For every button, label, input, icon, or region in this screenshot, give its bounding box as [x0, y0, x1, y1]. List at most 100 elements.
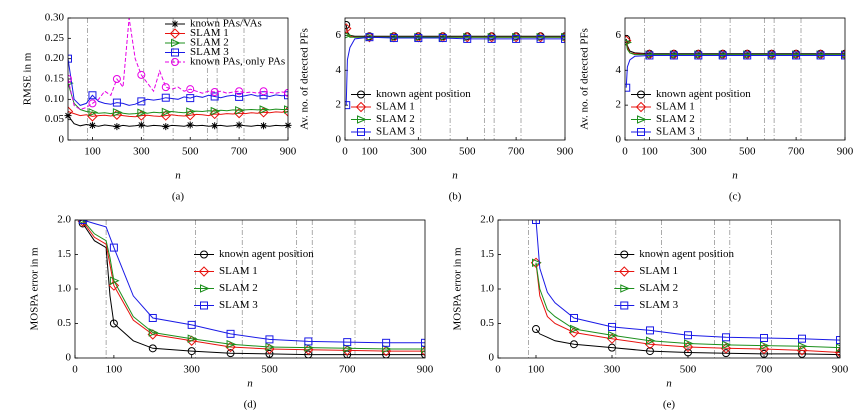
marker — [88, 91, 97, 100]
marker — [646, 326, 654, 335]
y-tick-label: 0.5 — [480, 317, 494, 329]
y-tick-label: 0.25 — [45, 32, 65, 44]
legend-label: SLAM 2 — [376, 113, 415, 125]
x-tick-label: 700 — [508, 146, 525, 158]
data-layer — [530, 220, 840, 358]
series-line — [82, 220, 425, 344]
legend-label: SLAM 3 — [376, 126, 415, 138]
x-axis-label: n — [452, 170, 458, 182]
series-line — [535, 262, 840, 349]
x-tick-label: 0 — [72, 364, 78, 376]
legend-label: SLAM 3 — [639, 299, 678, 311]
y-axis-label: MOSPA error in m — [29, 247, 41, 330]
marker — [284, 88, 288, 97]
marker — [200, 301, 208, 310]
marker — [235, 121, 243, 129]
marker — [169, 28, 181, 39]
legend-label: SLAM 1 — [656, 101, 695, 113]
legend-label: known agent position — [639, 248, 734, 260]
marker — [187, 347, 196, 356]
y-tick-label: 1.0 — [57, 283, 71, 295]
series-line — [68, 115, 288, 128]
marker — [77, 220, 88, 227]
y-tick-label: 0.15 — [45, 73, 65, 85]
y-tick-label: 0.10 — [45, 93, 65, 105]
marker — [210, 88, 219, 97]
caption: (d) — [244, 399, 257, 411]
marker — [112, 75, 121, 83]
marker — [798, 342, 808, 351]
series-line — [68, 82, 288, 115]
panel: 0 100 300 500 700 900 0 0.5 1.0 1.5 2.0 n (e) MOSPA e… — [452, 214, 849, 411]
marker — [760, 349, 768, 358]
marker — [841, 51, 845, 60]
marker — [512, 34, 521, 43]
legend-label: SLAM 1 — [376, 101, 415, 113]
marker — [235, 106, 245, 115]
x-axis-label: n — [732, 170, 738, 182]
marker — [389, 34, 398, 43]
y-tick-label: 6 — [336, 29, 342, 41]
marker — [113, 123, 121, 131]
marker — [608, 322, 616, 331]
marker — [186, 94, 195, 103]
series-line — [68, 111, 288, 118]
marker — [487, 34, 496, 43]
marker — [187, 334, 198, 343]
x-tick-label: 700 — [788, 146, 805, 158]
x-tick-label: 100 — [528, 364, 545, 376]
marker — [694, 51, 703, 60]
marker — [171, 38, 181, 48]
marker — [226, 329, 235, 338]
x-tick-label: 300 — [410, 146, 427, 158]
series-line — [625, 40, 845, 56]
x-tick-label: 900 — [557, 146, 574, 158]
marker — [421, 350, 425, 358]
marker — [137, 121, 145, 129]
marker — [570, 313, 578, 322]
y-tick-label: 2 — [616, 99, 622, 111]
marker — [570, 324, 580, 334]
marker — [259, 91, 268, 100]
marker — [798, 334, 806, 343]
marker — [722, 340, 732, 350]
legend-label: SLAM 3 — [190, 46, 229, 58]
x-tick-label: 300 — [604, 364, 621, 376]
y-tick-label: 4 — [336, 64, 342, 76]
marker — [414, 34, 423, 43]
marker — [345, 20, 351, 29]
marker — [68, 106, 74, 117]
marker — [304, 337, 313, 346]
marker — [561, 34, 565, 43]
y-tick-label: 0.20 — [45, 52, 65, 64]
y-axis-label: MOSPA error in m — [452, 247, 464, 330]
x-tick-label: 900 — [280, 146, 297, 158]
marker — [304, 350, 313, 358]
y-tick-label: 2.0 — [480, 214, 494, 226]
y-tick-label: 0.30 — [45, 12, 65, 24]
panel: 0 100 300 500 700 900 0 0.5 1.0 1.5 2.0 n (d) MOSPA e… — [29, 214, 434, 411]
legend-label: known agent position — [219, 248, 314, 260]
marker — [345, 32, 352, 39]
y-tick-label: 0 — [59, 134, 65, 146]
marker — [260, 122, 268, 130]
x-tick-label: 0 — [622, 146, 628, 158]
plot-frame — [74, 219, 426, 359]
marker — [625, 83, 631, 92]
legend-label: SLAM 2 — [656, 113, 695, 125]
y-axis-label: RMSE in m — [22, 52, 34, 105]
marker — [421, 344, 425, 354]
data-layer — [77, 220, 425, 358]
marker — [265, 342, 276, 352]
marker — [722, 349, 730, 358]
marker — [304, 343, 315, 352]
marker — [284, 105, 288, 114]
marker — [88, 121, 96, 129]
marker — [357, 128, 365, 136]
marker — [760, 333, 768, 342]
marker — [109, 243, 118, 252]
series-line — [82, 223, 425, 356]
y-tick-label: 0 — [66, 352, 72, 364]
